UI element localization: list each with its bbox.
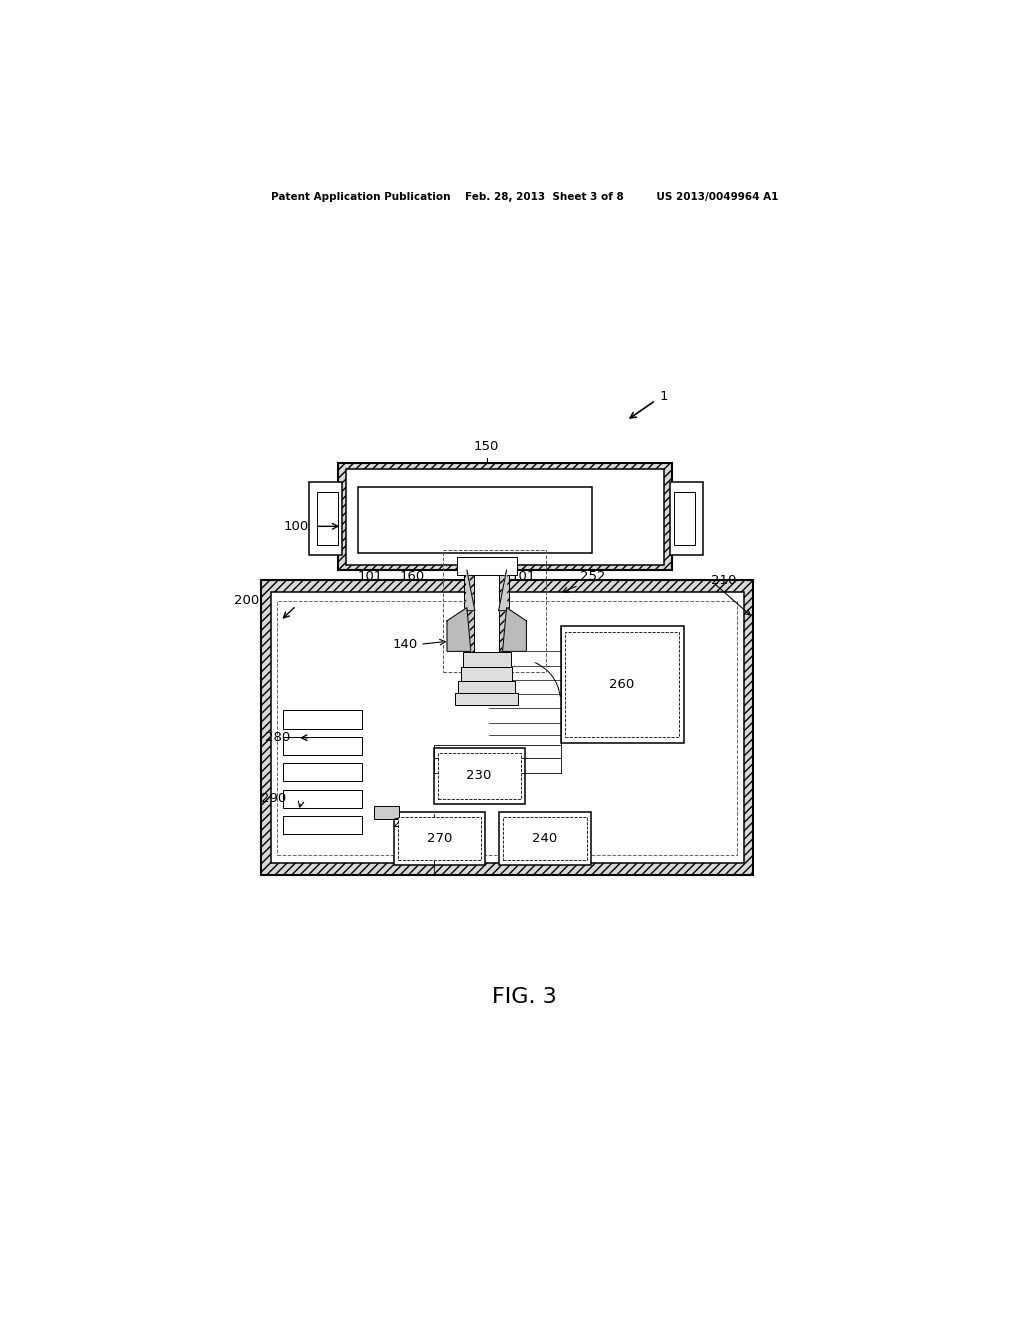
Bar — [358, 487, 592, 553]
Bar — [500, 812, 591, 865]
Polygon shape — [499, 570, 507, 611]
Text: 150: 150 — [474, 440, 500, 453]
Bar — [674, 492, 695, 545]
Bar — [474, 570, 500, 702]
Text: FIG. 3: FIG. 3 — [493, 987, 557, 1007]
Bar — [374, 805, 399, 818]
Text: 140: 140 — [392, 638, 418, 651]
Bar — [670, 482, 703, 554]
Bar — [437, 752, 521, 799]
Bar — [504, 817, 587, 859]
Text: 270: 270 — [427, 832, 453, 845]
Text: 101: 101 — [357, 570, 383, 583]
Bar — [283, 763, 362, 781]
Bar — [283, 789, 362, 808]
Bar — [461, 667, 512, 681]
Bar — [278, 601, 737, 854]
Bar — [455, 693, 518, 705]
Bar — [283, 737, 362, 755]
Text: 290: 290 — [261, 792, 287, 805]
Bar — [309, 482, 342, 554]
Bar — [397, 817, 481, 859]
Text: 100: 100 — [284, 520, 309, 533]
Bar — [283, 816, 362, 834]
Bar — [443, 549, 546, 672]
Bar — [458, 681, 515, 693]
Bar — [463, 652, 511, 667]
Bar — [283, 710, 362, 729]
Bar — [394, 812, 485, 865]
Text: Patent Application Publication    Feb. 28, 2013  Sheet 3 of 8         US 2013/00: Patent Application Publication Feb. 28, … — [271, 191, 778, 202]
Bar — [346, 470, 664, 565]
Text: 210: 210 — [712, 574, 736, 586]
Text: 280: 280 — [265, 731, 291, 744]
Bar — [270, 593, 743, 863]
Text: 101: 101 — [511, 570, 536, 583]
Bar — [338, 463, 672, 570]
Text: 252: 252 — [581, 570, 606, 583]
Polygon shape — [503, 607, 526, 651]
Text: 260: 260 — [609, 678, 635, 690]
Bar — [261, 581, 754, 875]
Text: 160: 160 — [399, 570, 425, 583]
Text: 1: 1 — [659, 389, 669, 403]
Text: 200: 200 — [233, 594, 259, 607]
Bar — [560, 626, 684, 743]
Bar — [565, 632, 679, 737]
Bar — [465, 568, 509, 705]
Polygon shape — [467, 570, 475, 611]
Text: 251: 251 — [393, 817, 419, 830]
Bar — [316, 492, 338, 545]
Text: 240: 240 — [532, 832, 558, 845]
Polygon shape — [447, 607, 471, 651]
Bar — [457, 557, 517, 576]
Text: 230: 230 — [467, 770, 492, 783]
Bar — [433, 748, 524, 804]
